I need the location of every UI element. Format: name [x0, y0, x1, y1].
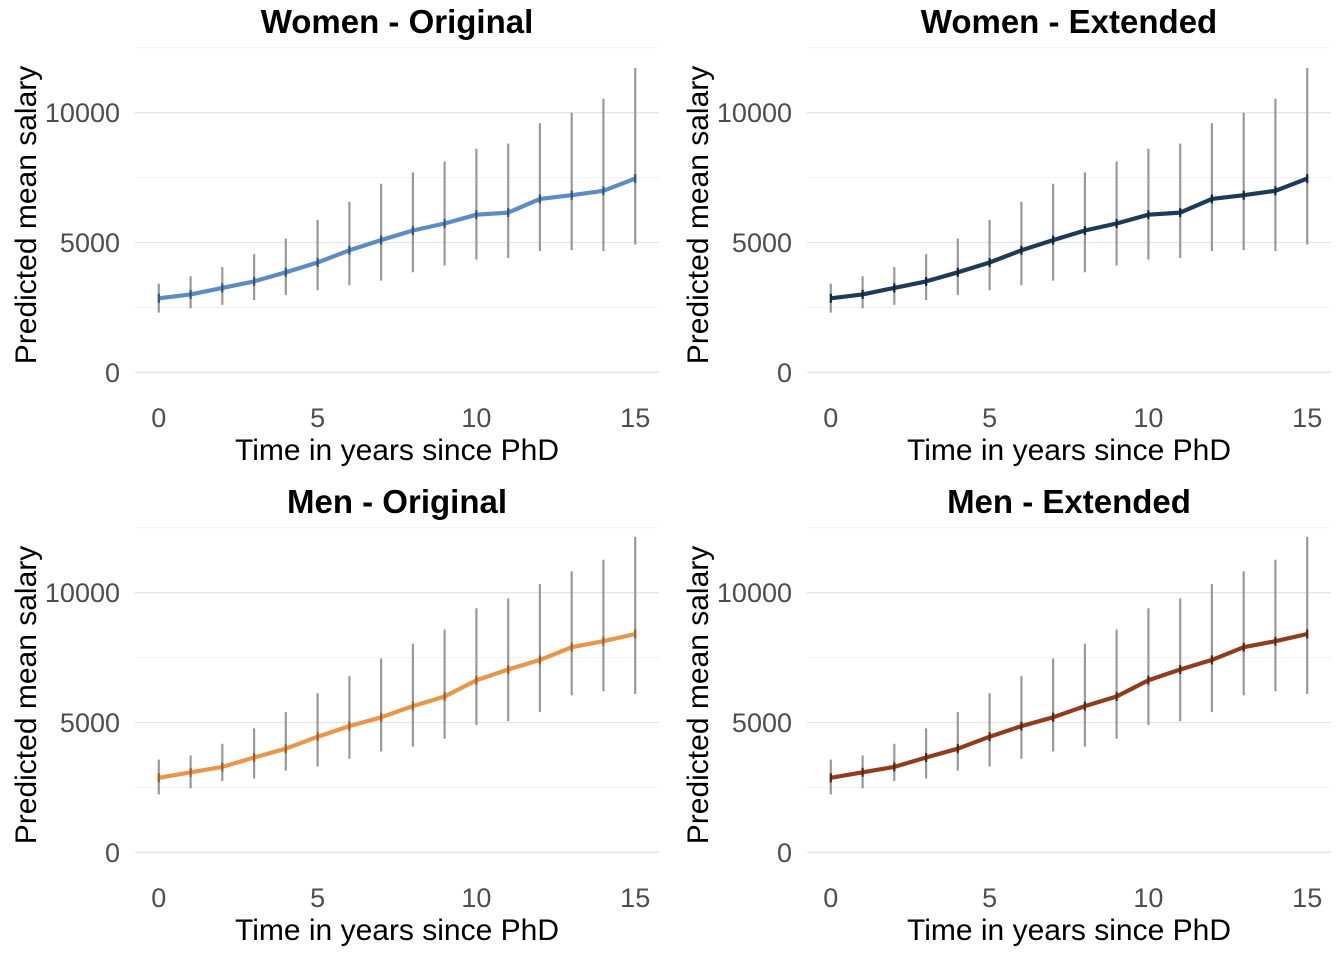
panel-title: Men - Original	[287, 483, 507, 520]
y-tick-label: 0	[777, 838, 792, 868]
y-tick-label: 5000	[60, 228, 120, 258]
panel-men-extended: Men - Extended 0 5000 10000 0 5 10 15 Ti…	[682, 483, 1331, 947]
x-axis-title: Time in years since PhD	[907, 914, 1231, 947]
x-axis-title: Time in years since PhD	[235, 434, 559, 467]
x-axis-title: Time in years since PhD	[235, 914, 559, 947]
plot-area	[807, 527, 1331, 853]
x-tick-label: 10	[461, 883, 491, 913]
y-tick-label: 10000	[45, 98, 120, 128]
x-tick-label: 15	[1292, 883, 1322, 913]
x-tick-label: 5	[982, 883, 997, 913]
mean-line	[158, 176, 636, 301]
x-axis-title: Time in years since PhD	[907, 434, 1231, 467]
panel-title: Men - Extended	[947, 483, 1191, 520]
x-tick-label: 10	[461, 403, 491, 433]
x-tick-label: 5	[982, 403, 997, 433]
y-axis-title: Predicted mean salary	[10, 66, 43, 364]
x-tick-label: 10	[1133, 883, 1163, 913]
y-tick-label: 5000	[732, 708, 792, 738]
plot-area	[807, 47, 1331, 373]
x-tick-label: 10	[1133, 403, 1163, 433]
plot-area	[135, 47, 659, 373]
mean-line	[830, 631, 1308, 780]
panel-women-extended: Women - Extended 0 5000 10000 0 5 10 15 …	[682, 3, 1331, 467]
panel-title: Women - Original	[261, 3, 534, 40]
x-tick-label: 0	[151, 403, 166, 433]
y-tick-label: 0	[777, 358, 792, 388]
panel-title: Women - Extended	[921, 3, 1217, 40]
y-tick-label: 5000	[60, 708, 120, 738]
y-tick-label: 0	[105, 358, 120, 388]
panel-men-original: Men - Original 0 5000 10000 0 5 10 15 Ti…	[10, 483, 659, 947]
plot-area	[135, 527, 659, 853]
x-tick-label: 15	[620, 883, 650, 913]
y-tick-label: 0	[105, 838, 120, 868]
y-tick-label: 10000	[45, 578, 120, 608]
y-tick-label: 5000	[732, 228, 792, 258]
mean-line	[158, 631, 636, 780]
y-tick-label: 10000	[717, 98, 792, 128]
x-tick-label: 0	[823, 883, 838, 913]
mean-line	[830, 176, 1308, 301]
y-tick-label: 10000	[717, 578, 792, 608]
x-tick-label: 0	[823, 403, 838, 433]
x-tick-label: 5	[310, 403, 325, 433]
panel-women-original: Women - Original 0 5000 10000 0 5 10 15 …	[10, 3, 659, 467]
x-tick-label: 5	[310, 883, 325, 913]
x-tick-label: 15	[1292, 403, 1322, 433]
y-axis-title: Predicted mean salary	[682, 66, 715, 364]
x-tick-label: 15	[620, 403, 650, 433]
y-axis-title: Predicted mean salary	[10, 546, 43, 844]
y-axis-title: Predicted mean salary	[682, 546, 715, 844]
x-tick-label: 0	[151, 883, 166, 913]
